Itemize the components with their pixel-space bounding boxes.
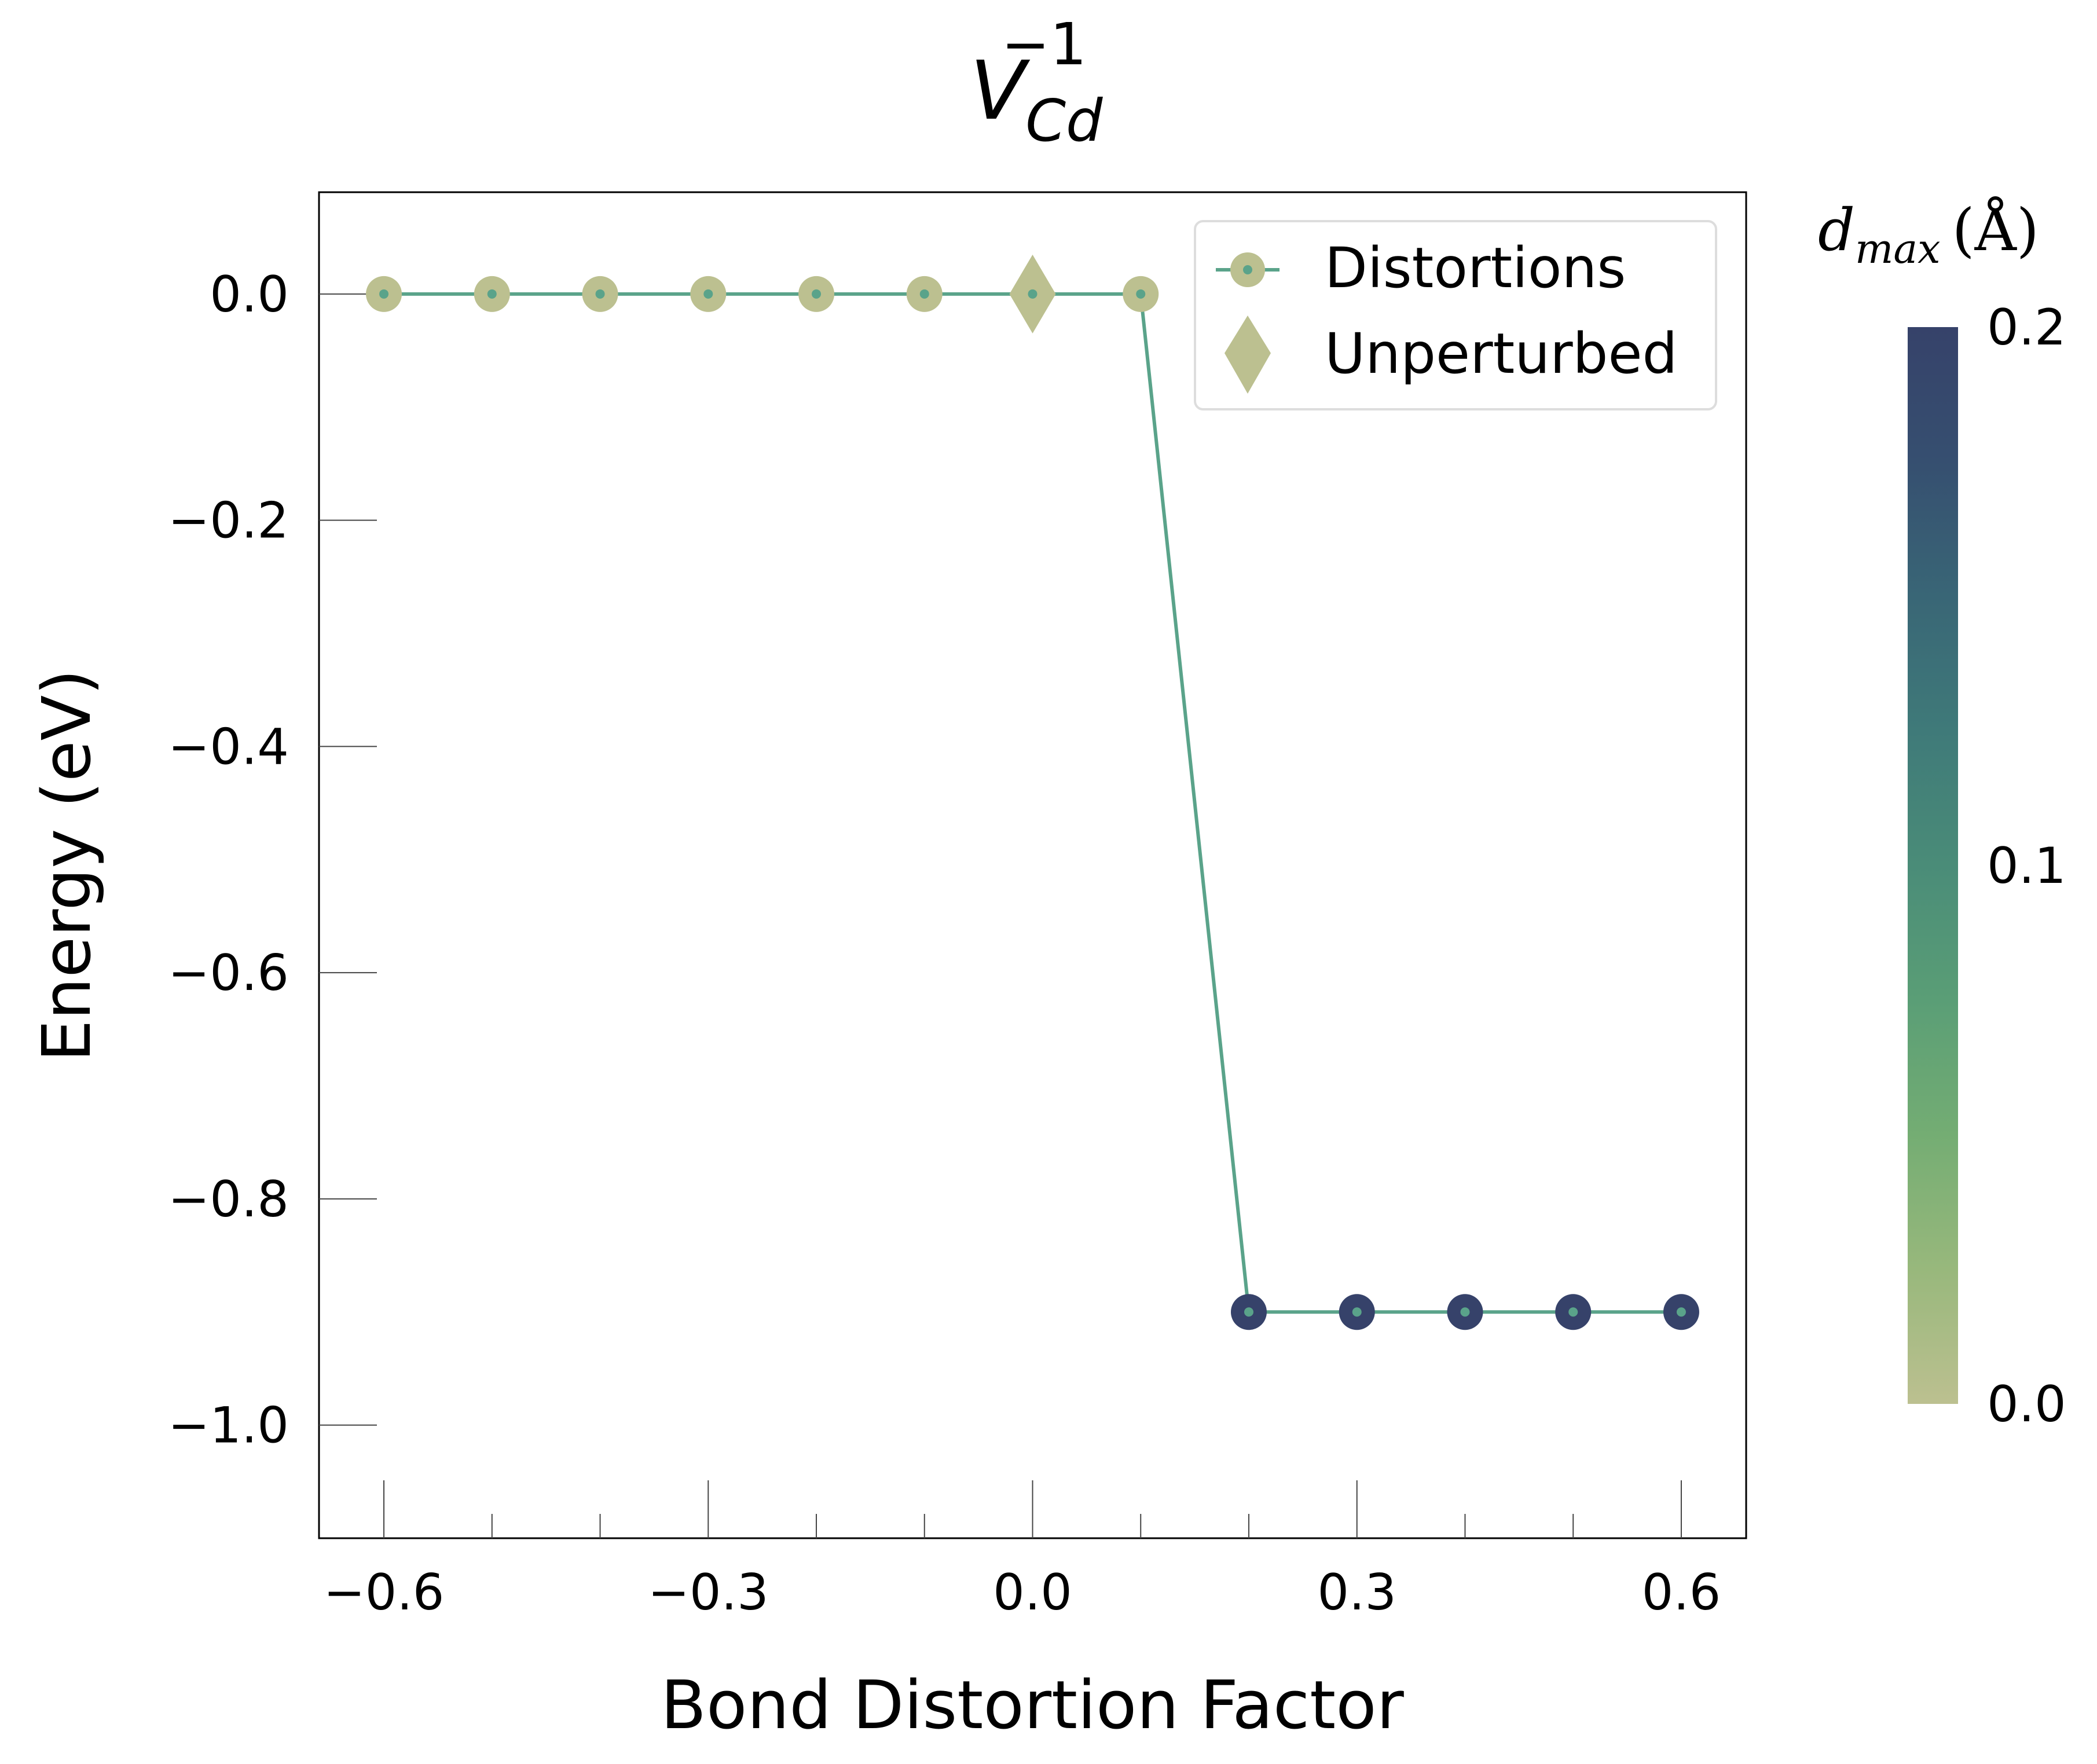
colorbar-tick-labels: 0.0 0.1 0.2 [1987,299,2066,1433]
y-tick-label: −0.6 [168,944,289,1002]
y-tick-label: −1.0 [168,1397,289,1455]
distortion-point-dot [919,289,929,299]
x-axis-label: Bond Distortion Factor [661,1667,1404,1744]
distortion-point-dot [812,289,822,299]
chart-title: VCd −1 [970,10,1103,155]
distortions-series-line [384,292,1681,1314]
distortion-point-dot [595,289,605,299]
distortion-point-dot [1352,1307,1362,1317]
tick-marks [319,293,1682,1538]
colorbar-label: dmax (Å) [1818,196,2039,273]
legend-unperturbed-marker [1225,316,1271,394]
distortion-point-dot [487,289,497,299]
data-points [366,254,1699,1330]
x-tick-label: 0.6 [1642,1564,1721,1622]
legend-distortions-label: Distortions [1325,236,1626,300]
distortion-point-dot [1136,289,1146,299]
chart-title-subscript: Cd [1025,87,1103,155]
distortion-point-dot [1460,1307,1470,1317]
x-tick-labels: −0.6 −0.3 0.0 0.3 0.6 [324,1564,1721,1622]
x-tick-label: 0.3 [1317,1564,1396,1622]
y-tick-label: 0.0 [210,266,289,324]
distortion-point-dot [1676,1307,1686,1317]
colorbar-tick-label: 0.1 [1987,837,2066,895]
colorbar-gradient [1908,327,1958,1404]
colorbar-tick-label: 0.0 [1987,1376,2066,1433]
colorbar-tick-label: 0.2 [1987,299,2066,357]
legend-unperturbed-label: Unperturbed [1325,321,1677,386]
x-tick-label: 0.0 [993,1564,1072,1622]
x-tick-label: −0.6 [324,1564,445,1622]
colorbar: dmax (Å) 0.0 0.1 0.2 [1818,196,2066,1433]
legend: Distortions Unperturbed [1194,220,1717,410]
y-tick-label: −0.2 [168,492,289,550]
colorbar-label-main: d [1818,196,1855,264]
unperturbed-point-dot [1028,289,1037,299]
distortion-point-dot [379,289,389,299]
chart-title-base: V [970,44,1030,138]
distortion-point-dot [1244,1307,1253,1317]
colorbar-label-sub: max [1855,225,1941,273]
x-tick-label: −0.3 [648,1564,769,1622]
colorbar-label-unit: (Å) [1952,196,2039,264]
series-lines [384,292,1681,1314]
y-tick-labels: 0.0 −0.2 −0.4 −0.6 −0.8 −1.0 [168,266,289,1455]
chart-title-superscript: −1 [1002,10,1087,78]
y-tick-label: −0.4 [168,718,289,776]
distortion-point-dot [1568,1307,1578,1317]
legend-frame [1194,220,1717,410]
distortion-point-dot [703,289,713,299]
y-tick-label: −0.8 [168,1171,289,1228]
y-axis-label: Energy (eV) [28,669,106,1062]
legend-distortions-dot [1243,265,1252,274]
